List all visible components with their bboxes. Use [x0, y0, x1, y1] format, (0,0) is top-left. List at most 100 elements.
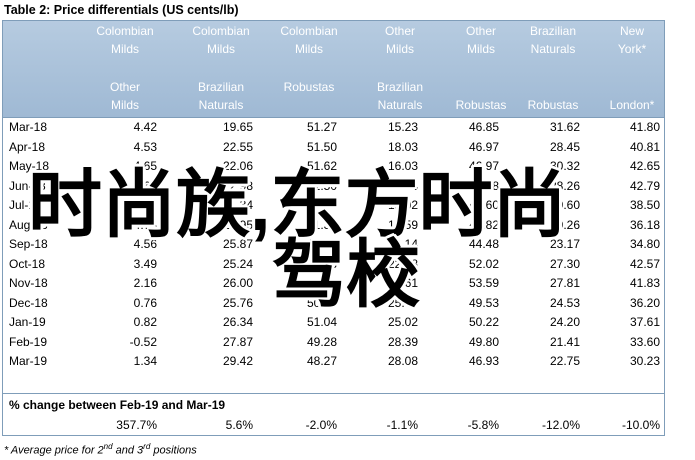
cell: 53.59 [468, 276, 499, 290]
row-label: Jan-19 [9, 315, 46, 329]
cell: 3.49 [133, 256, 157, 271]
cell: 28.08 [387, 354, 418, 368]
footnote-part: and 3 [112, 444, 144, 457]
column-header: Brazilian Naturals [197, 80, 245, 112]
footnote-part: * Average price for 2 [4, 444, 104, 457]
footnote-part: rd [143, 442, 151, 451]
cell: 46.97 [468, 139, 499, 154]
cell: 26.00 [222, 276, 253, 290]
cell: 51.50 [306, 139, 337, 154]
cell: 41.80 [629, 120, 660, 134]
footnote-part: nd [103, 442, 113, 451]
table-border [2, 118, 665, 436]
cell: 36.18 [629, 217, 660, 232]
cell: 50.94 [306, 198, 337, 212]
cell: 4.78 [133, 217, 157, 232]
column-header: Other Milds [384, 24, 415, 56]
cell: 4.56 [133, 237, 157, 251]
column-header: Colombian Milds [192, 24, 250, 56]
cell: -10.0% [621, 418, 660, 432]
cell: 51.26 [306, 256, 337, 271]
divider [2, 393, 665, 394]
cell: 25.02 [387, 315, 418, 329]
row-label: Aug-18 [9, 217, 48, 232]
cell: -12.0% [541, 418, 580, 432]
cell: 18.03 [387, 139, 418, 154]
cell: 34.80 [629, 237, 660, 251]
cell: 40.81 [629, 139, 660, 154]
column-header: Other Milds [109, 80, 140, 112]
cell: 25.00 [387, 295, 418, 310]
cell: 46.85 [468, 120, 499, 134]
watermark: 驾校 [272, 233, 420, 316]
cell: 51.27 [306, 120, 337, 134]
cell: 3.32 [133, 198, 157, 212]
column-header: Brazilian Naturals [529, 24, 577, 56]
cell: 50.29 [306, 295, 337, 310]
row-label: May-18 [9, 159, 50, 173]
cell: 41.83 [629, 276, 660, 290]
cell: 29.42 [222, 354, 253, 368]
cell: 18.02 [387, 198, 418, 212]
cell: 4.42 [133, 120, 157, 134]
cell: 30.23 [629, 354, 660, 368]
cell: 27.81 [549, 276, 580, 290]
change-label: % change between Feb-19 and Mar-19 [9, 398, 226, 412]
cell: 22.78 [387, 256, 418, 271]
cell: 0.76 [133, 295, 157, 310]
cell: 15.23 [387, 120, 418, 134]
footnote-part: positions [150, 444, 197, 457]
column-header: Brazilian Naturals [376, 80, 424, 112]
watermark: 时尚族,东方时尚 [28, 163, 567, 246]
cell: 42.79 [629, 178, 660, 193]
cell: 49.28 [306, 334, 337, 349]
cell: 49.80 [468, 334, 499, 349]
cell: 21.41 [549, 334, 580, 349]
cell: 18.36 [387, 178, 418, 193]
column-header: New York* [617, 24, 647, 56]
cell: 42.65 [629, 159, 660, 173]
row-label: Apr-18 [9, 139, 46, 154]
cell: 23.17 [549, 237, 580, 251]
column-header: Colombian Milds [96, 24, 154, 56]
cell: 1.34 [133, 354, 157, 368]
cell: 4.65 [133, 159, 157, 173]
footnote: * Average price for 2nd and 3rd position… [4, 440, 197, 458]
cell: 29.60 [549, 198, 580, 212]
cell: 22.55 [222, 139, 253, 154]
cell: 0.82 [133, 315, 157, 329]
cell: 21.34 [222, 198, 253, 212]
cell: 46.88 [468, 178, 499, 193]
column-header: Colombian Milds [280, 24, 338, 56]
cell: 23.95 [222, 217, 253, 232]
cell: 51.50 [306, 178, 337, 193]
row-label: Oct-18 [9, 256, 46, 271]
cell: 33.60 [629, 334, 660, 349]
cell: 26.34 [222, 315, 253, 329]
cell: 29.26 [549, 217, 580, 232]
cell: 4.62 [133, 178, 157, 193]
table-title: Table 2: Price differentials (US cents/l… [4, 3, 239, 17]
cell: 49.53 [468, 295, 499, 310]
cell: -5.8% [467, 418, 499, 432]
cell: 28.45 [549, 139, 580, 154]
cell: 22.06 [222, 159, 253, 173]
cell: 19.65 [222, 120, 253, 134]
cell: 30.32 [549, 159, 580, 173]
row-label: Nov-18 [9, 276, 48, 290]
cell: 5.6% [225, 418, 253, 432]
column-header: London* [609, 98, 655, 112]
cell: 31.62 [549, 120, 580, 134]
row-label: Sep-18 [9, 237, 48, 251]
cell: 51.62 [306, 159, 337, 173]
cell: -2.0% [305, 418, 337, 432]
column-header: Robustas [527, 98, 579, 112]
cell: 2.16 [133, 276, 157, 290]
column-header: Robustas [283, 80, 335, 94]
cell: 4.53 [133, 139, 157, 154]
cell: -1.1% [386, 418, 418, 432]
cell: 36.20 [629, 295, 660, 310]
cell: 22.98 [222, 178, 253, 193]
cell: 47.82 [468, 217, 499, 232]
